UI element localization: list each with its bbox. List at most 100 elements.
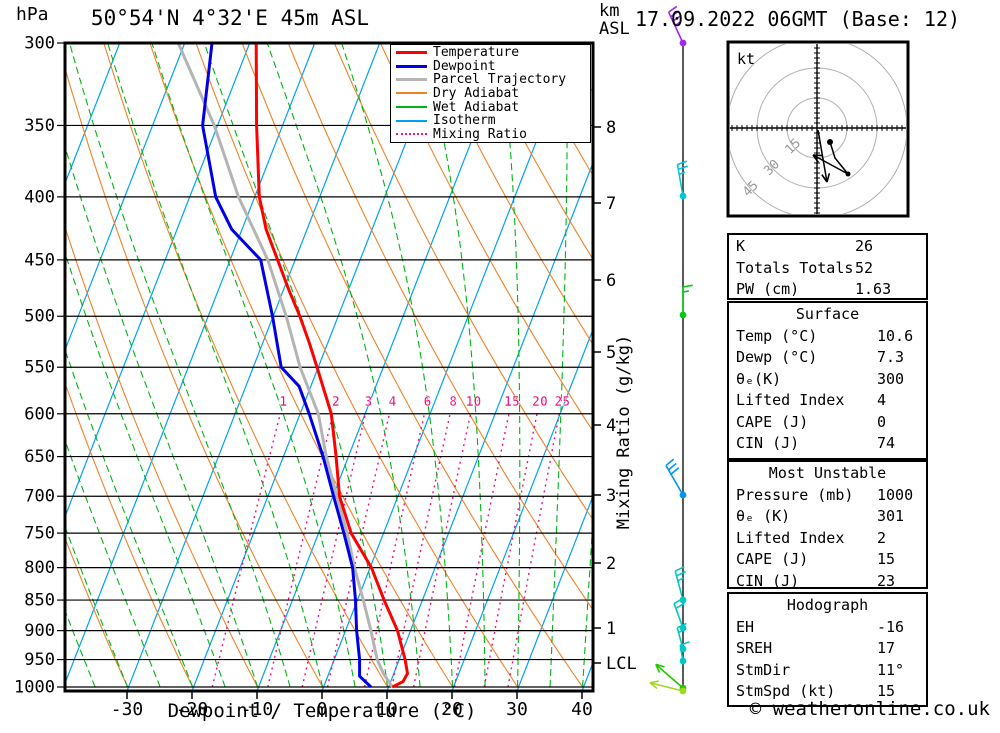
dry-adiabat <box>472 43 593 261</box>
panel-row-value: 15 <box>877 682 896 700</box>
panel-row-label: CAPE (J) <box>736 550 809 568</box>
wind-barb <box>665 458 687 499</box>
height-axis-unit-km: km <box>599 1 620 21</box>
panel-row-label: θₑ(K) <box>736 369 782 388</box>
km-tick-label: 6 <box>606 271 616 291</box>
panel-row-value: 26 <box>855 237 874 255</box>
mixing-ratio-line <box>267 413 334 688</box>
legend-swatch <box>396 92 427 95</box>
temp-tick-label: -30 <box>111 699 144 720</box>
pressure-tick-label: 400 <box>24 187 55 207</box>
dry-adiabat <box>426 43 593 346</box>
wet-adiabat <box>422 43 486 688</box>
pressure-tick-label: 300 <box>24 34 55 54</box>
pressure-tick-label: 950 <box>24 650 55 670</box>
isotherm <box>65 43 186 352</box>
dry-adiabat <box>103 43 389 688</box>
pressure-tick-label: 850 <box>24 591 55 611</box>
mixing-ratio-line <box>363 413 426 688</box>
panel-row-label: CIN (J) <box>736 571 800 590</box>
panel-row-label: θₑ (K) <box>736 507 791 525</box>
mixing-ratio-label: 2 <box>332 395 340 410</box>
panel-header: Most Unstable <box>768 464 887 482</box>
mixing-ratio-line <box>453 413 510 688</box>
panel-row-value: 74 <box>877 434 896 452</box>
dry-adiabat <box>65 536 129 688</box>
mixing-ratio-label: 25 <box>554 395 570 410</box>
pressure-tick-label: 650 <box>24 447 55 467</box>
panel-row-value: 4 <box>877 391 887 409</box>
panel-row: Pressure (mb) 1000 <box>729 485 926 507</box>
isotherm <box>516 494 593 691</box>
mixing-ratio-label: 4 <box>389 395 397 410</box>
panel-row-label: K <box>736 237 746 255</box>
panel-row: Lifted Index 2 <box>729 528 926 550</box>
panel-row-value: 0 <box>877 412 887 431</box>
mixing-ratio-line <box>211 413 281 688</box>
wet-adiabat <box>107 43 324 688</box>
panel-row-label: PW (cm) <box>736 280 800 298</box>
panel-row-label: Totals Totals <box>736 258 854 277</box>
mixing-ratio-label: 10 <box>466 395 482 410</box>
pressure-tick-label: 600 <box>24 404 55 424</box>
panel-indices: K 26 Totals Totals 52 PW (cm) 1.63 <box>727 233 928 300</box>
legend-item-dewpoint: Dewpoint <box>391 60 590 73</box>
legend-item-dry-adiabat: Dry Adiabat <box>391 87 590 100</box>
mixing-ratio-line <box>412 413 472 688</box>
mixing-ratio-label: 20 <box>532 395 548 410</box>
panel-row: CIN (J) 74 <box>729 433 926 455</box>
wind-barb <box>649 680 687 695</box>
pressure-tick-label: 900 <box>24 621 55 641</box>
km-tick-label: 4 <box>606 416 616 436</box>
temperature-axis-label: Dewpoint / Temperature (°C) <box>167 700 477 722</box>
pressure-tick-label: 450 <box>24 250 55 270</box>
km-tick-label: 1 <box>606 619 616 639</box>
legend-label: Isotherm <box>433 113 496 129</box>
pressure-axis-unit: hPa <box>16 4 49 25</box>
panel-row-label: Temp (°C) <box>736 326 818 345</box>
panel-row-value: 301 <box>877 507 905 525</box>
km-tick-label: 8 <box>606 118 616 138</box>
panel-row: CAPE (J) 15 <box>729 549 926 571</box>
pressure-tick-label: 1000 <box>14 678 55 698</box>
page-title: 50°54'N 4°32'E 45m ASL <box>90 6 370 30</box>
legend-label: Wet Adiabat <box>433 99 520 115</box>
pressure-tick-label: 500 <box>24 307 55 327</box>
legend-label: Dry Adiabat <box>433 85 520 101</box>
panel-row-label: SREH <box>736 639 773 657</box>
panel-row-label: Lifted Index <box>736 391 845 409</box>
height-axis-unit: km ASL <box>599 2 630 38</box>
temp-tick-label: 30 <box>506 699 528 720</box>
mixing-ratio-line <box>301 413 367 688</box>
legend-label: Parcel Trajectory <box>433 72 567 88</box>
panel-row: PW (cm) 1.63 <box>729 279 926 301</box>
panel-row-label: StmSpd (kt) <box>736 682 836 700</box>
panel-row-value: 7.3 <box>877 348 905 366</box>
mixing-ratio-label: 3 <box>365 395 373 410</box>
wind-barb <box>676 160 688 200</box>
mixing-ratio-label: 1 <box>279 395 287 410</box>
panel-row: Lifted Index 4 <box>729 390 926 412</box>
wet-adiabat <box>65 525 129 688</box>
height-axis-unit-asl: ASL <box>599 19 630 39</box>
panel-row-label: Dewp (°C) <box>736 348 818 366</box>
copyright-watermark: © weatheronline.co.uk <box>749 698 990 720</box>
mixing-ratio-label: 8 <box>449 395 457 410</box>
mixing-ratio-label: 6 <box>423 395 431 410</box>
legend-item-parcel-trajectory: Parcel Trajectory <box>391 73 590 86</box>
panel-row: Totals Totals 52 <box>729 258 926 280</box>
wind-barb <box>655 663 687 692</box>
temp-tick-label: 10 <box>376 699 398 720</box>
pressure-tick-label: 750 <box>24 524 55 544</box>
wind-barb <box>679 284 693 319</box>
km-tick-label: 7 <box>606 194 616 214</box>
panel-most-unstable: Most Unstable Pressure (mb) 1000 θₑ (K) 301 L… <box>727 460 928 590</box>
wet-adiabat <box>65 609 96 688</box>
wet-adiabat <box>499 43 521 688</box>
panel-row: K 26 <box>729 236 926 258</box>
wind-barb <box>667 5 687 47</box>
legend-swatch <box>396 133 427 136</box>
mixing-ratio-axis-label: Mixing Ratio (g/kg) <box>614 335 634 529</box>
panel-row: θₑ (K) 301 <box>729 506 926 528</box>
